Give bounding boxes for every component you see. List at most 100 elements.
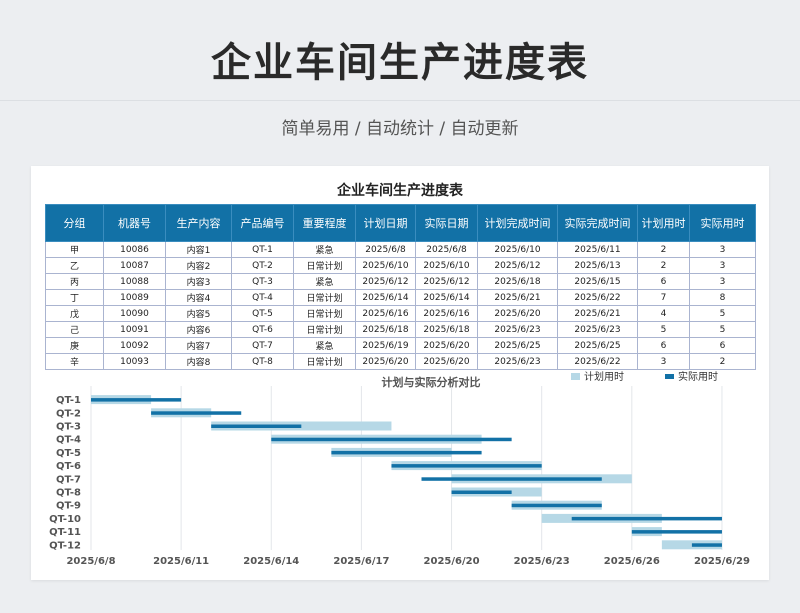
table-cell[interactable]: 2 (689, 353, 756, 370)
table-cell[interactable]: 3 (689, 257, 756, 274)
y-tick-label: QT-5 (56, 448, 81, 459)
sheet-title: 企业车间生产进度表 (337, 183, 463, 199)
table-cell[interactable]: 2025/6/12 (355, 273, 416, 290)
table-cell[interactable]: 2025/6/15 (557, 273, 638, 290)
table-cell[interactable]: 乙 (45, 257, 104, 274)
table-cell[interactable]: 2025/6/18 (477, 273, 558, 290)
title-divider (0, 100, 800, 101)
y-tick-label: QT-4 (56, 435, 81, 446)
table-row: 乙 10087 内容2 QT-2 日常计划 2025/6/10 2025/6/10 2025/… (45, 257, 756, 274)
table-cell[interactable]: QT-4 (231, 289, 294, 306)
table-cell[interactable]: 5 (637, 321, 690, 338)
table-cell[interactable]: QT-6 (231, 321, 294, 338)
table-cell[interactable]: 6 (637, 337, 690, 354)
table-cell[interactable]: 10092 (103, 337, 166, 354)
table-cell[interactable]: 10089 (103, 289, 166, 306)
actual-duration-bar (451, 490, 512, 494)
table-cell[interactable]: 内容3 (165, 273, 232, 290)
table-cell[interactable]: 丙 (45, 273, 104, 290)
table-cell[interactable]: 2025/6/14 (415, 289, 478, 306)
actual-duration-bar (511, 503, 602, 508)
table-cell[interactable]: 2025/6/12 (415, 273, 478, 290)
table-cell[interactable]: 2025/6/20 (477, 305, 558, 322)
column-header: 计划用时 (637, 204, 690, 242)
table-body: 甲 10086 内容1 QT-1 紧急 2025/6/8 2025/6/8 2025/6/10… (45, 241, 756, 370)
table-cell[interactable]: 2025/6/16 (415, 305, 478, 322)
table-cell[interactable]: 2025/6/23 (477, 321, 558, 338)
table-cell[interactable]: 2025/6/16 (355, 305, 416, 322)
table-cell[interactable]: 甲 (45, 241, 104, 258)
table-cell[interactable]: 2 (637, 241, 690, 258)
table-cell[interactable]: 3 (689, 241, 756, 258)
table-cell[interactable]: 2025/6/19 (355, 337, 416, 354)
table-cell[interactable]: 内容5 (165, 305, 232, 322)
table-cell[interactable]: 10093 (103, 353, 166, 370)
table-cell[interactable]: 己 (45, 321, 104, 338)
table-cell[interactable]: 10086 (103, 241, 166, 258)
column-header: 实际用时 (689, 204, 756, 242)
table-cell[interactable]: 10087 (103, 257, 166, 274)
table-cell[interactable]: QT-7 (231, 337, 294, 354)
table-cell[interactable]: 丁 (45, 289, 104, 306)
table-cell[interactable]: QT-5 (231, 305, 294, 322)
table-cell[interactable]: QT-1 (231, 241, 294, 258)
table-cell[interactable]: 2 (637, 257, 690, 274)
y-tick-label: QT-3 (56, 422, 81, 433)
table-cell[interactable]: 内容6 (165, 321, 232, 338)
table-cell[interactable]: 日常计划 (293, 305, 356, 322)
table-cell[interactable]: 戊 (45, 305, 104, 322)
table-cell[interactable]: 2025/6/10 (477, 241, 558, 258)
table-cell[interactable]: 紧急 (293, 273, 356, 290)
legend-swatch (665, 374, 674, 379)
table-cell[interactable]: 内容8 (165, 353, 232, 370)
table-cell[interactable]: 10088 (103, 273, 166, 290)
table-cell[interactable]: 日常计划 (293, 321, 356, 338)
table-cell[interactable]: 内容7 (165, 337, 232, 354)
table-cell[interactable]: 3 (689, 273, 756, 290)
table-cell[interactable]: 2025/6/21 (477, 289, 558, 306)
table-cell[interactable]: 7 (637, 289, 690, 306)
table-cell[interactable]: 内容2 (165, 257, 232, 274)
table-cell[interactable]: 2025/6/25 (557, 337, 638, 354)
table-cell[interactable]: 2025/6/20 (355, 353, 416, 370)
table-cell[interactable]: 2025/6/8 (415, 241, 478, 258)
table-cell[interactable]: QT-2 (231, 257, 294, 274)
table-cell[interactable]: 2025/6/22 (557, 289, 638, 306)
table-cell[interactable]: 5 (689, 321, 756, 338)
table-cell[interactable]: 2025/6/20 (415, 337, 478, 354)
y-tick-label: QT-7 (56, 474, 81, 485)
table-cell[interactable]: 2025/6/12 (477, 257, 558, 274)
table-cell[interactable]: 2025/6/14 (355, 289, 416, 306)
table-cell[interactable]: 2025/6/10 (355, 257, 416, 274)
table-cell[interactable]: 庚 (45, 337, 104, 354)
table-cell[interactable]: 6 (689, 337, 756, 354)
column-header: 计划日期 (355, 204, 416, 242)
table-cell[interactable]: 8 (689, 289, 756, 306)
table-cell[interactable]: 内容4 (165, 289, 232, 306)
table-cell[interactable]: 10090 (103, 305, 166, 322)
table-cell[interactable]: 2025/6/21 (557, 305, 638, 322)
table-cell[interactable]: 紧急 (293, 337, 356, 354)
table-cell[interactable]: 6 (637, 273, 690, 290)
table-cell[interactable]: 日常计划 (293, 257, 356, 274)
table-cell[interactable]: 2025/6/11 (557, 241, 638, 258)
table-cell[interactable]: 紧急 (293, 241, 356, 258)
table-cell[interactable]: 2025/6/23 (477, 353, 558, 370)
table-cell[interactable]: 2025/6/18 (415, 321, 478, 338)
table-cell[interactable]: 5 (689, 305, 756, 322)
table-cell[interactable]: 2025/6/25 (477, 337, 558, 354)
table-cell[interactable]: 10091 (103, 321, 166, 338)
table-cell[interactable]: 内容1 (165, 241, 232, 258)
table-cell[interactable]: 2025/6/23 (557, 321, 638, 338)
table-cell[interactable]: 2025/6/8 (355, 241, 416, 258)
table-cell[interactable]: 2025/6/10 (415, 257, 478, 274)
table-cell[interactable]: 辛 (45, 353, 104, 370)
table-cell[interactable]: 2025/6/13 (557, 257, 638, 274)
table-cell[interactable]: 2025/6/20 (415, 353, 478, 370)
spreadsheet-card: 企业车间生产进度表 分组 机器号 生产内容 产品编号 重要程度 计划日期 实际日期 计划完成时… (31, 166, 769, 580)
table-cell[interactable]: QT-3 (231, 273, 294, 290)
table-cell[interactable]: 2025/6/18 (355, 321, 416, 338)
table-cell[interactable]: QT-8 (231, 353, 294, 370)
table-cell[interactable]: 4 (637, 305, 690, 322)
table-cell[interactable]: 日常计划 (293, 289, 356, 306)
